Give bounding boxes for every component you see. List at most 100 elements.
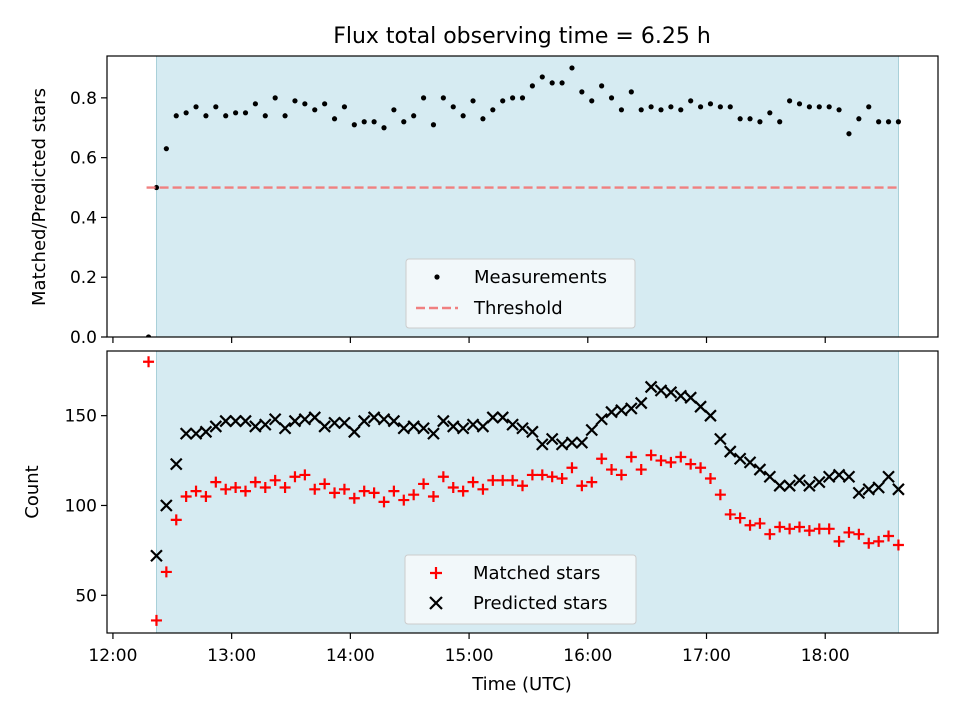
predicted-stars-point <box>318 420 331 433</box>
measurements-point <box>767 110 773 116</box>
predicted-stars-point <box>595 412 608 426</box>
measurements-point <box>233 110 239 116</box>
predicted-stars-point <box>872 481 885 494</box>
measurements-point <box>361 119 367 125</box>
predicted-stars-point <box>397 421 411 435</box>
chart-title: Flux total observing time = 6.25 h <box>333 24 711 49</box>
bottom-ytick-label: 100 <box>65 496 97 516</box>
predicted-stars-point <box>308 411 322 424</box>
matched-stars-point <box>645 449 657 461</box>
measurements-point <box>272 95 278 101</box>
predicted-stars-point <box>625 402 638 415</box>
measurements-point <box>203 113 209 119</box>
measurements-point <box>806 104 812 110</box>
measurements-point <box>589 98 595 104</box>
predicted-stars-point <box>516 421 529 435</box>
measurements-point <box>470 98 476 104</box>
measurements-point <box>411 113 417 119</box>
measurements-point <box>826 104 832 110</box>
bottom-legend-box <box>404 554 637 625</box>
predicted-stars-point <box>268 412 282 426</box>
matched-stars-point <box>625 451 637 463</box>
legend-marker-predicted <box>429 596 443 610</box>
measurements-point <box>242 110 249 116</box>
legend-label-predicted: Predicted stars <box>473 593 607 614</box>
xtick-label: 12:00 <box>88 646 137 666</box>
predicted-stars-point <box>288 414 302 428</box>
matched-stars-point <box>180 490 192 502</box>
predicted-stars-point <box>417 421 430 435</box>
predicted-stars-point <box>219 414 232 428</box>
measurements-point <box>737 116 743 122</box>
measurements-point <box>648 104 654 110</box>
predicted-stars-point <box>338 416 351 430</box>
matched-stars-point <box>338 483 350 495</box>
measurements-point <box>223 113 229 119</box>
predicted-stars-point <box>446 420 460 433</box>
predicted-stars-point <box>605 405 618 419</box>
predicted-stars-point <box>239 414 252 428</box>
predicted-stars-point <box>456 421 470 435</box>
measurements-point <box>895 119 902 125</box>
predicted-stars-point <box>229 414 242 428</box>
measurements-point <box>579 89 585 95</box>
matched-stars-point <box>388 485 400 497</box>
predicted-stars-point <box>615 403 628 417</box>
predicted-stars-point <box>565 436 579 449</box>
predicted-stars-point <box>209 420 223 433</box>
matched-stars-point <box>566 462 578 474</box>
matched-stars-point <box>143 356 155 368</box>
predicted-stars-point <box>882 470 895 484</box>
matched-stars-point <box>883 530 895 542</box>
measurements-point <box>757 119 763 125</box>
predicted-stars-point <box>555 438 569 451</box>
predicted-stars-point <box>357 414 371 428</box>
bottom-y-axis-label: Count <box>22 465 43 518</box>
top-plot-frame <box>106 55 939 338</box>
predicted-stars-point <box>714 432 727 446</box>
matched-stars-point <box>210 476 222 488</box>
predicted-stars-point <box>674 389 688 403</box>
matched-stars-point <box>546 471 558 483</box>
predicted-stars-point <box>486 411 500 424</box>
measurements-point <box>401 119 407 125</box>
matched-stars-point <box>358 485 370 497</box>
matched-stars-point <box>299 469 311 481</box>
matched-stars-point <box>259 482 271 494</box>
predicted-stars-point <box>723 445 737 458</box>
measurements-point <box>519 95 526 101</box>
bottom-ytick-label: 150 <box>65 407 97 427</box>
matched-stars-point <box>685 458 697 470</box>
matched-stars-point <box>843 526 855 538</box>
predicted-stars-point <box>832 468 846 482</box>
matched-stars-point <box>734 512 746 524</box>
matched-stars-point <box>269 474 281 486</box>
matched-stars-point <box>873 535 885 547</box>
top-ytick-label: 0.6 <box>70 149 97 169</box>
predicted-stars-point <box>822 470 836 484</box>
predicted-stars-point <box>189 427 203 440</box>
predicted-stars-point <box>694 400 707 413</box>
predicted-stars-point <box>664 386 678 399</box>
xtick-label: 14:00 <box>326 646 375 666</box>
matched-stars-point <box>576 480 588 492</box>
matched-stars-point <box>378 496 390 508</box>
predicted-stars-point <box>813 475 826 489</box>
matched-stars-point <box>813 523 825 535</box>
matched-stars-point <box>635 464 647 476</box>
measurements-point <box>331 116 338 122</box>
measurements-point <box>628 89 634 95</box>
matched-stars-point <box>398 494 410 506</box>
measurements-point <box>816 104 822 110</box>
top-ytick-label: 0.2 <box>70 268 97 288</box>
predicted-stars-point <box>150 549 163 563</box>
top-ytick-label: 0.8 <box>70 89 97 109</box>
legend-marker-matched <box>430 567 442 579</box>
legend-marker-measurements <box>434 274 440 280</box>
measurements-point <box>183 110 189 116</box>
measurements-point <box>145 334 152 337</box>
measurements-point <box>262 113 268 119</box>
measurements-point <box>697 104 704 110</box>
matched-stars-point <box>892 539 904 551</box>
measurements-point <box>292 98 298 104</box>
